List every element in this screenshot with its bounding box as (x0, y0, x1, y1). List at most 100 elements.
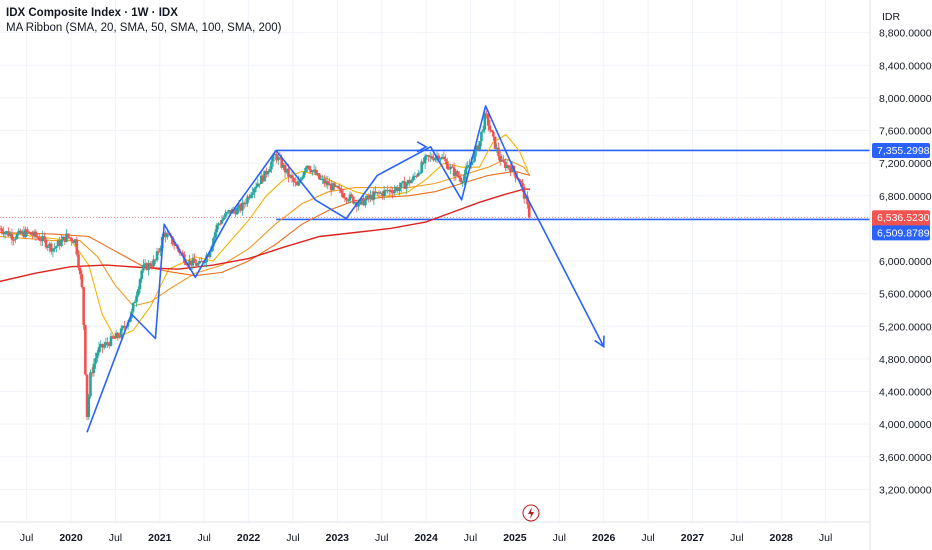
candle-body (498, 156, 502, 162)
x-tick-label: 2021 (148, 532, 172, 544)
candle-body (382, 190, 386, 197)
candle-body (244, 203, 248, 205)
candle-body (445, 161, 449, 169)
candle-body (275, 154, 278, 161)
candle-body (249, 194, 253, 198)
candle-body (43, 236, 46, 240)
candle-body (159, 247, 162, 252)
candle-body (452, 167, 456, 177)
candle-body (26, 229, 29, 232)
candle-body (84, 325, 87, 375)
currency-label: IDR (882, 11, 901, 23)
candle-body (377, 192, 381, 194)
candle-body (276, 157, 280, 161)
candle-body (311, 170, 314, 173)
candle-body (213, 232, 217, 239)
candle-body (265, 170, 268, 175)
candle-body (353, 202, 357, 204)
candle-body (111, 336, 114, 338)
candle-body (39, 240, 43, 242)
candle-body (254, 186, 258, 189)
candle-body (80, 274, 84, 288)
candle-body (440, 156, 444, 159)
candle-body (292, 178, 295, 182)
pattern-zigzag (86, 105, 605, 433)
candle-body (360, 198, 364, 201)
candle-body (7, 231, 10, 236)
candle-body (208, 251, 212, 257)
candle-body (323, 178, 326, 184)
candle-body (150, 266, 154, 268)
candle-body (220, 219, 224, 224)
candle-body (195, 262, 198, 266)
candle-body (65, 233, 68, 242)
candle-body (420, 161, 423, 173)
candle-body (266, 172, 270, 175)
candle-body (483, 113, 487, 130)
candle-body (461, 181, 464, 183)
candle-body (36, 236, 39, 238)
candle-body (261, 175, 265, 182)
candle-body (307, 165, 311, 170)
horizontal-levels (276, 149, 870, 221)
candle-body (444, 159, 447, 162)
arrow-head (416, 141, 428, 153)
candle-body (282, 164, 285, 168)
x-tick-label: 2024 (414, 532, 438, 544)
candle-body (97, 347, 101, 353)
candle-body (55, 246, 58, 248)
candle-body (234, 210, 237, 215)
indicator-label: MA Ribbon (SMA, 20, SMA, 50, SMA, 100, S… (6, 22, 282, 34)
candle-body (316, 173, 319, 175)
candle-body (464, 167, 468, 175)
candle-body (109, 336, 113, 346)
candle-body (492, 131, 495, 137)
candle-body (87, 396, 91, 417)
x-tick-label: Jul (286, 532, 299, 544)
event-flash-icon[interactable] (522, 504, 540, 522)
candle-body (519, 180, 523, 183)
candle-body (509, 167, 512, 172)
candle-body (138, 279, 142, 290)
candle-body (142, 264, 145, 271)
candle-body (99, 343, 103, 348)
candle-body (348, 194, 352, 201)
candle-body (486, 113, 490, 126)
candle-body (471, 161, 475, 163)
y-tick-label: 7,600.0000 (879, 126, 932, 138)
candle-body (393, 190, 396, 194)
candle-body (423, 156, 427, 164)
candle-body (442, 156, 446, 160)
candle-body (17, 230, 21, 234)
candle-body (200, 261, 203, 263)
candle-body (447, 168, 451, 170)
candle-body (391, 192, 394, 194)
candle-body (63, 236, 67, 242)
candle-body (101, 343, 104, 348)
candle-body (118, 336, 121, 338)
price-series (0, 110, 531, 421)
candle-body (15, 233, 19, 239)
candle-body (510, 165, 514, 172)
candle-body (12, 239, 15, 241)
candle-body (451, 166, 454, 168)
candle-body (196, 263, 200, 266)
candle-body (372, 191, 376, 200)
y-tick-label: 6,800.0000 (879, 191, 932, 203)
candle-body (191, 258, 195, 266)
candle-body (290, 175, 294, 179)
candle-body (90, 372, 94, 374)
candle-body (350, 194, 353, 197)
candle-body (8, 234, 12, 236)
candle-body (493, 136, 497, 149)
candle-body (92, 363, 96, 373)
candle-body (401, 181, 405, 183)
candle-body (116, 332, 120, 337)
candle-body (225, 212, 229, 214)
pattern-drawing (86, 105, 605, 433)
candle-body (2, 231, 5, 235)
candle-body (280, 158, 283, 168)
candle-body (119, 328, 123, 338)
